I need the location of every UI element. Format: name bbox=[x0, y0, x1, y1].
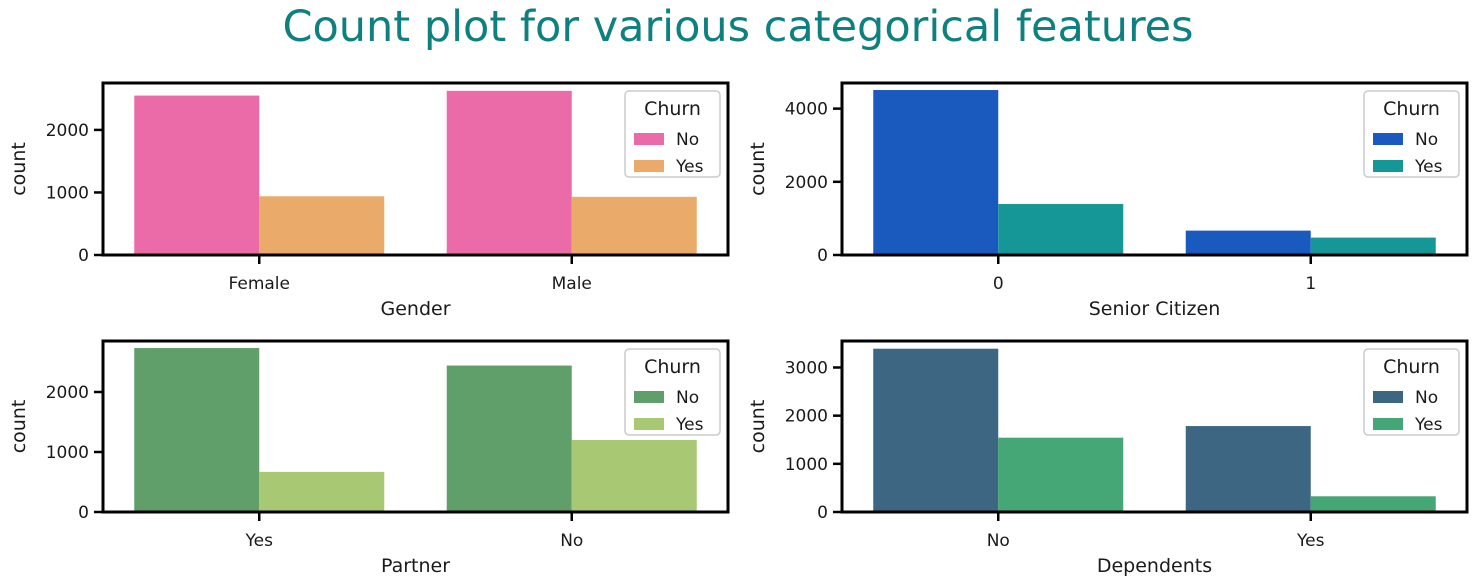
legend-label-yes: Yes bbox=[675, 157, 704, 177]
legend-label-no: No bbox=[1415, 130, 1438, 150]
x-tick-label: 1 bbox=[1305, 274, 1316, 294]
legend-label-no: No bbox=[676, 388, 699, 408]
x-tick-label: Yes bbox=[1296, 531, 1325, 551]
y-tick-label: 0 bbox=[78, 503, 89, 523]
legend-label-no: No bbox=[676, 130, 699, 150]
legend-swatch-no bbox=[1373, 133, 1403, 145]
legend: Churn No Yes bbox=[624, 90, 721, 178]
legend-swatch-no bbox=[634, 133, 664, 145]
bar-Yes-yes bbox=[1310, 496, 1436, 512]
bar-1-no bbox=[1185, 230, 1311, 255]
bar-Female-no bbox=[134, 95, 260, 255]
x-axis-label: Senior Citizen bbox=[1089, 298, 1221, 320]
y-tick-label: 0 bbox=[817, 503, 828, 523]
y-axis-label: count bbox=[8, 142, 30, 196]
bar-No-no bbox=[873, 348, 999, 512]
x-axis-label: Gender bbox=[380, 298, 450, 320]
bar-Female-yes bbox=[259, 196, 385, 255]
legend-box bbox=[624, 90, 721, 178]
y-tick-label: 0 bbox=[78, 246, 89, 266]
legend-title: Churn bbox=[1383, 98, 1440, 120]
legend-title: Churn bbox=[644, 356, 701, 378]
bar-Yes-yes bbox=[259, 471, 385, 512]
legend: Churn No Yes bbox=[1363, 90, 1460, 178]
y-tick-label: 1000 bbox=[46, 443, 89, 463]
bar-No-no bbox=[446, 365, 572, 512]
plot-frame bbox=[101, 339, 730, 514]
page-title: Count plot for various categorical featu… bbox=[282, 2, 1194, 52]
legend-swatch-yes bbox=[634, 160, 664, 172]
bar-1-yes bbox=[1310, 237, 1436, 255]
y-tick-label: 1000 bbox=[46, 183, 89, 203]
legend: Churn No Yes bbox=[1363, 348, 1460, 436]
legend-title: Churn bbox=[1383, 356, 1440, 378]
legend-swatch-no bbox=[1373, 391, 1403, 403]
y-tick-label: 2000 bbox=[46, 121, 89, 141]
y-tick-label: 2000 bbox=[785, 173, 828, 193]
legend-box bbox=[624, 348, 721, 436]
y-tick-label: 2000 bbox=[785, 407, 828, 427]
bar-Yes-no bbox=[1185, 426, 1311, 512]
bar-0-no bbox=[873, 90, 999, 255]
y-tick-label: 3000 bbox=[785, 358, 828, 378]
x-tick-label: 0 bbox=[993, 274, 1004, 294]
bar-Yes-no bbox=[134, 348, 260, 512]
x-tick-label: No bbox=[560, 531, 583, 551]
y-axis-label: count bbox=[8, 400, 30, 454]
chart-panel-3: 0 1000 2000 3000 No Yes Dependents count Churn No… bbox=[747, 339, 1469, 577]
legend-swatch-yes bbox=[634, 418, 664, 430]
legend-box bbox=[1363, 90, 1460, 178]
bar-Male-no bbox=[446, 90, 572, 256]
y-axis-label: count bbox=[747, 400, 769, 454]
x-tick-label: Yes bbox=[245, 531, 274, 551]
x-tick-label: Female bbox=[229, 274, 290, 294]
bar-No-yes bbox=[998, 437, 1124, 512]
x-axis-label: Dependents bbox=[1097, 555, 1212, 577]
bar-0-yes bbox=[998, 204, 1124, 255]
y-tick-label: 1000 bbox=[785, 455, 828, 475]
legend: Churn No Yes bbox=[624, 348, 721, 436]
legend-label-yes: Yes bbox=[675, 415, 704, 435]
legend-box bbox=[1363, 348, 1460, 436]
legend-label-yes: Yes bbox=[1414, 157, 1443, 177]
y-tick-label: 4000 bbox=[785, 100, 828, 120]
legend-swatch-yes bbox=[1373, 418, 1403, 430]
x-axis-label: Partner bbox=[381, 555, 450, 577]
y-axis-label: count bbox=[747, 142, 769, 196]
x-tick-label: Male bbox=[552, 274, 592, 294]
legend-swatch-no bbox=[634, 391, 664, 403]
legend-label-yes: Yes bbox=[1414, 415, 1443, 435]
plot-frame bbox=[840, 81, 1469, 257]
chart-panel-1: 0 2000 4000 0 1 Senior Citizen count Churn No Yes bbox=[747, 81, 1469, 320]
bar-Male-yes bbox=[571, 196, 697, 255]
legend-label-no: No bbox=[1415, 388, 1438, 408]
chart-panel-0: 0 1000 2000 Female Male Gender count Churn No Yes bbox=[8, 81, 730, 320]
y-tick-label: 0 bbox=[817, 246, 828, 266]
plot-frame bbox=[101, 81, 730, 257]
legend-title: Churn bbox=[644, 98, 701, 120]
legend-swatch-yes bbox=[1373, 160, 1403, 172]
plot-frame bbox=[840, 339, 1469, 514]
y-tick-label: 2000 bbox=[46, 383, 89, 403]
chart-panel-2: 0 1000 2000 Yes No Partner count Churn No Yes bbox=[8, 339, 730, 577]
x-tick-label: No bbox=[987, 531, 1010, 551]
bar-No-yes bbox=[571, 440, 697, 512]
